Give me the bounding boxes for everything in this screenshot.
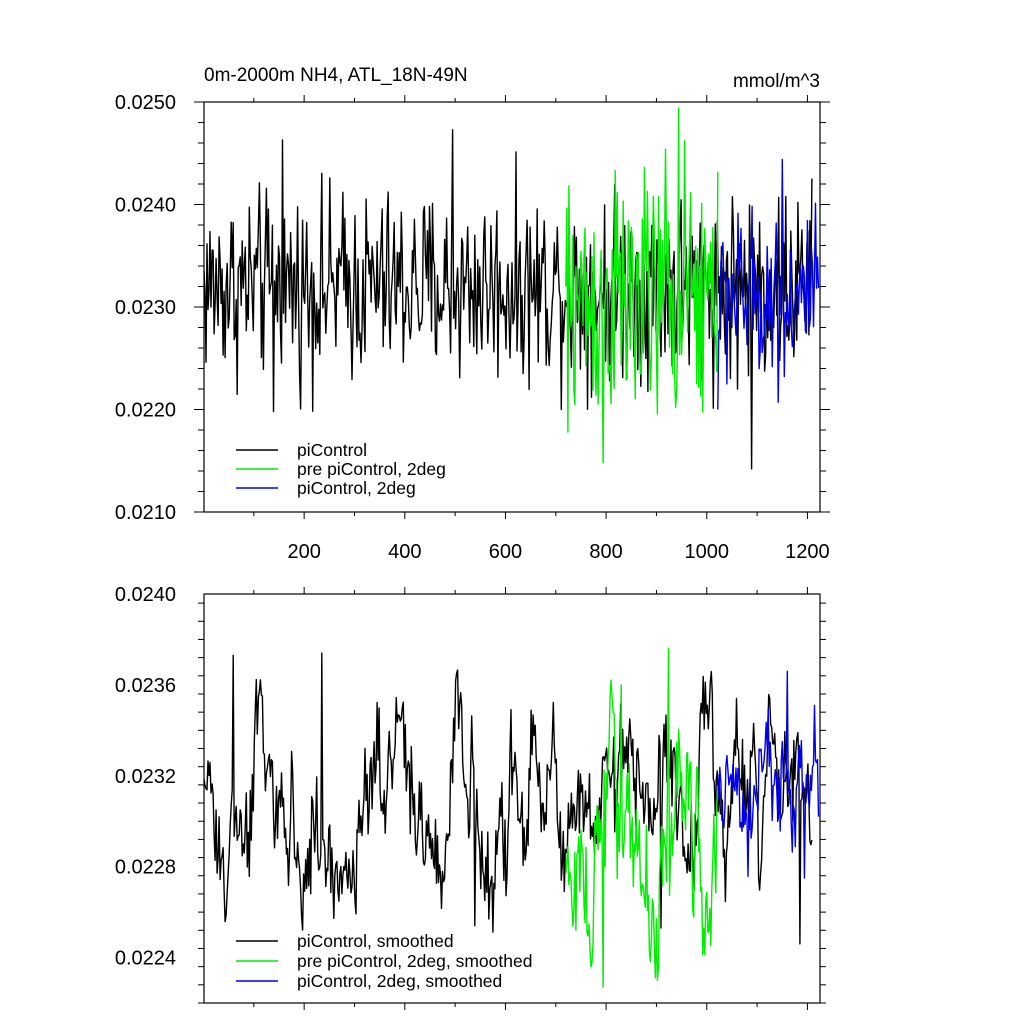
series-line-3 [717, 158, 820, 410]
series-layer [203, 647, 820, 988]
y-tick-label: 0.0224 [115, 948, 176, 970]
legend-label: piControl, 2deg [297, 478, 416, 498]
x-tick-label: 600 [489, 541, 522, 563]
chart-panel-top: 0m-2000m NH4, ATL_18N-49N mmol/m^3 piCon… [115, 65, 830, 563]
x-tick-label: 400 [388, 541, 421, 563]
axes: 200 400 600 800 1000 1200 0.0210 0.0220 0.0230 0.… [115, 92, 830, 563]
legend-label: pre piControl, 2deg [297, 459, 446, 479]
series-layer [203, 107, 820, 470]
series-line-2 [565, 107, 719, 464]
plot-frame [203, 593, 821, 1004]
series-line-1 [203, 652, 813, 945]
y-tick-label: 0.0240 [115, 195, 176, 217]
x-tick-label: 1000 [685, 541, 730, 563]
legend-label: piControl [297, 440, 367, 460]
x-tick-label: 800 [589, 541, 622, 563]
y-tick-label: 0.0232 [115, 766, 176, 788]
y-tick-label: 0.0236 [115, 675, 176, 697]
y-tick-label: 0.0220 [115, 400, 176, 422]
y-tick-label: 0.0210 [115, 502, 176, 524]
series-line-3 [717, 670, 820, 879]
legend-label: piControl, 2deg, smoothed [297, 971, 502, 991]
x-tick-label: 200 [287, 541, 320, 563]
legend-label: pre piControl, 2deg, smoothed [297, 951, 532, 971]
y-tick-label: 0.0230 [115, 297, 176, 319]
chart-units: mmol/m^3 [733, 71, 820, 92]
series-line-1 [203, 129, 813, 470]
series-line-2 [565, 647, 719, 988]
axes: 0.0224 0.0228 0.0232 0.0236 0.0240 [115, 584, 826, 1010]
legend-label: piControl, smoothed [297, 931, 454, 951]
y-tick-label: 0.0228 [115, 857, 176, 879]
y-tick-label: 0.0240 [115, 584, 176, 606]
y-tick-label: 0.0250 [115, 92, 176, 114]
x-tick-label: 1200 [785, 541, 830, 563]
chart-title: 0m-2000m NH4, ATL_18N-49N [204, 65, 468, 86]
